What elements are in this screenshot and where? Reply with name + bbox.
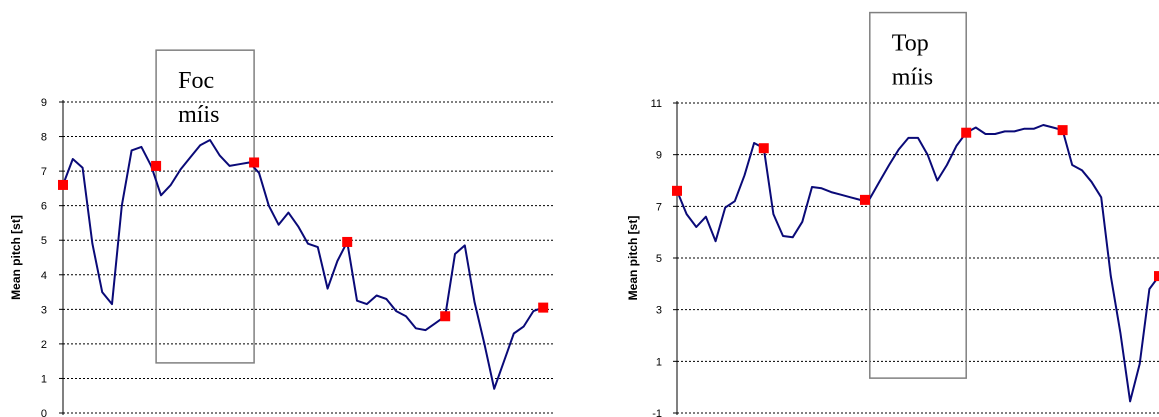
highlight-box-label: Foc: [178, 68, 214, 94]
y-tick-label: 3: [656, 305, 662, 317]
series-line: [676, 124, 1159, 403]
data-marker: [1154, 271, 1159, 282]
chart-2: -1 1 3 5 7 9 11 Mean pitch [st] Top míis: [626, 11, 1159, 417]
data-marker: [342, 236, 353, 247]
data-marker: [151, 160, 162, 171]
y-tick-label: 11: [651, 98, 662, 110]
highlight-box-label: míis: [892, 65, 933, 91]
chart-1: 0 1 2 3 4 5 6 7 8 9 Mean pitch [st] Foc míis: [9, 49, 553, 417]
y-tick-label: 9: [41, 97, 47, 109]
data-marker: [1057, 125, 1068, 136]
data-marker: [859, 194, 870, 205]
data-marker: [672, 185, 682, 196]
y-tick-label: 5: [656, 253, 662, 265]
y-tick-label: 9: [656, 150, 662, 162]
data-marker: [961, 127, 972, 138]
y-tick-label: 3: [41, 304, 47, 316]
data-marker: [249, 157, 260, 168]
data-marker: [758, 143, 769, 154]
y-tick-label: -1: [652, 408, 662, 417]
y-axis-label: Mean pitch [st]: [626, 216, 640, 301]
y-tick-label: 8: [41, 132, 47, 144]
highlight-box-label: Top: [892, 31, 929, 57]
data-marker: [58, 179, 68, 190]
y-tick-label: 1: [41, 373, 47, 385]
series-line: [62, 139, 544, 390]
y-axis-label: Mean pitch [st]: [9, 215, 23, 300]
y-tick-label: 0: [41, 408, 47, 417]
y-tick-label: 1: [656, 356, 662, 368]
y-tick-label: 4: [41, 270, 47, 282]
highlight-box-label: míis: [178, 102, 219, 128]
data-marker: [538, 302, 549, 313]
y-tick-label: 7: [656, 201, 662, 213]
y-tick-label: 5: [41, 235, 47, 247]
y-tick-label: 2: [41, 339, 47, 351]
y-tick-label: 7: [41, 166, 47, 178]
highlight-box: [155, 49, 255, 364]
data-marker: [440, 311, 451, 322]
y-tick-label: 6: [41, 201, 47, 213]
